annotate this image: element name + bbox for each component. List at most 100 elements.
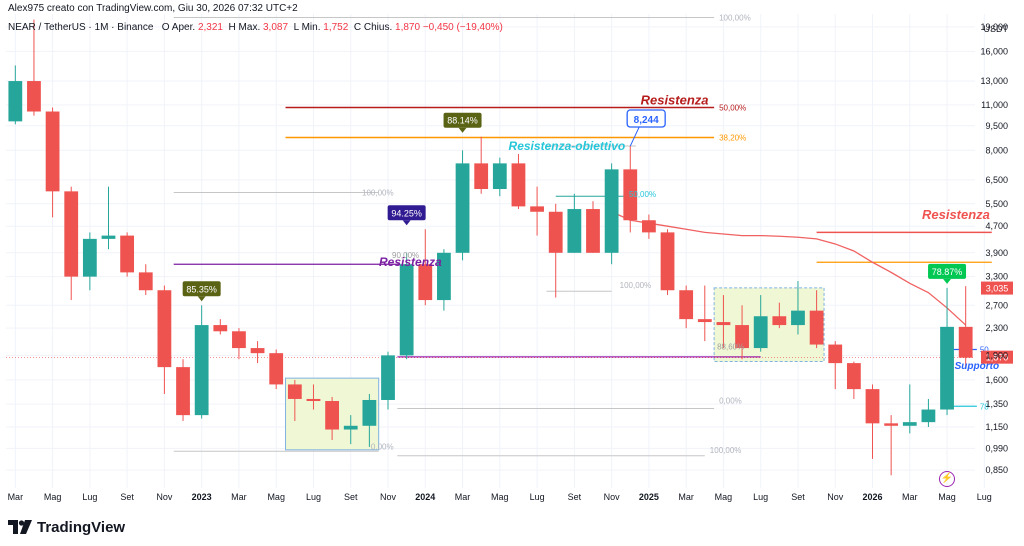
candle-body <box>921 409 936 423</box>
candle-body <box>418 264 433 301</box>
candlesticks <box>8 19 973 476</box>
x-tick-label: Lug <box>306 492 321 502</box>
candle-body <box>846 363 861 390</box>
ma-line <box>611 211 967 326</box>
x-tick-label: Nov <box>380 492 397 502</box>
candle-body <box>250 348 265 354</box>
symbol-name[interactable]: NEAR / TetherUS · 1M · Binance <box>8 22 154 33</box>
x-tick-label: Lug <box>82 492 97 502</box>
candle-body <box>828 344 843 364</box>
candle-body <box>641 220 656 233</box>
range-box-2025 <box>713 287 825 363</box>
x-tick-label: Mar <box>231 492 247 502</box>
y-tick-label: 16,000 <box>980 46 1008 56</box>
pct-9425-badge: 94.25% <box>391 208 422 218</box>
candle-body <box>809 310 824 345</box>
close-text: Chius. <box>363 22 393 33</box>
x-tick-label: 2025 <box>639 492 659 502</box>
resistenza-top-label: Resistenza <box>641 92 709 107</box>
pct-8814-badge-pointer <box>458 127 467 133</box>
x-tick-label: Set <box>344 492 358 502</box>
open-label: O <box>161 22 170 33</box>
drawing-overlay: Resistenza 50,00% 38,20% 100,00% 100,00% 0,00… <box>182 13 1013 455</box>
candle-body <box>138 272 153 291</box>
candle-body <box>716 322 731 326</box>
x-tick-label: Set <box>120 492 134 502</box>
candle-body <box>604 169 619 253</box>
x-tick-label: Set <box>568 492 582 502</box>
supporto-label: Supporto <box>955 361 999 372</box>
candle-body <box>530 206 544 212</box>
x-tick-label: 2026 <box>862 492 882 502</box>
y-tick-label: 9,500 <box>985 121 1008 131</box>
pct-9425-badge-box <box>387 205 426 221</box>
pct-8535-badge-box <box>182 281 221 297</box>
candle-body <box>735 325 749 349</box>
x-tick-label: Mar <box>455 492 471 502</box>
chart-credit: Alex975 creato con TradingView.com, Giu … <box>8 3 298 14</box>
candle-body <box>194 325 209 416</box>
current-price-label: 1,870 <box>986 353 1009 363</box>
lightning-icon[interactable]: ⚡ <box>939 471 955 487</box>
candle-body <box>325 401 340 430</box>
x-tick-label: Mag <box>715 492 733 502</box>
high-price-label-tag <box>981 281 1013 295</box>
candle-body <box>213 325 228 332</box>
gridlines <box>6 14 985 488</box>
symbol-legend: NEAR / TetherUS · 1M · Binance O Aper. 2… <box>8 22 503 33</box>
candle-body <box>567 209 582 253</box>
callout-8244-text: 8,244 <box>634 115 659 126</box>
x-tick-label: Mar <box>678 492 694 502</box>
right-78-label: 78 <box>980 402 989 411</box>
open-value: 2,321 <box>197 22 223 33</box>
pct-8535-badge: 85.35% <box>186 284 217 294</box>
candle-body <box>455 163 470 253</box>
y-tick-label: 4,700 <box>985 221 1008 231</box>
y-tick-label: 2,700 <box>985 300 1008 310</box>
time-axis: Mar Mag Lug Set Nov 2023 Mar Mag Lug Set Nov 2024 Ma… <box>8 492 992 502</box>
drawing-shapes <box>6 16 992 457</box>
y-tick-label: 3,300 <box>985 272 1008 282</box>
candle-body <box>791 310 805 326</box>
candle-body <box>437 252 451 301</box>
candle-body <box>474 163 489 189</box>
candle-body <box>176 367 190 416</box>
candle-body <box>232 331 246 349</box>
resistenza-right-label: Resistenza <box>922 207 990 222</box>
y-tick-label: 1,600 <box>985 375 1008 385</box>
low-text: Min. <box>301 22 321 33</box>
x-tick-label: 2024 <box>415 492 435 502</box>
y-tick-label: 1,900 <box>985 350 1008 360</box>
current-price-label-tag <box>981 350 1013 364</box>
x-tick-label: Lug <box>977 492 992 502</box>
y-tick-label: 5,500 <box>985 199 1008 209</box>
callout-8244-box <box>626 109 666 128</box>
candle-body <box>101 235 116 239</box>
y-tick-label: 19,000 <box>980 22 1008 32</box>
fib-382-label: 38,20% <box>719 134 746 143</box>
low-value: 1,752 <box>323 22 349 33</box>
x-tick-label: Mar <box>8 492 24 502</box>
x-tick-label: Mag <box>938 492 956 502</box>
y-tick-label: 1,150 <box>985 422 1008 432</box>
y-tick-label: 8,000 <box>985 145 1008 155</box>
x-tick-label: Mag <box>44 492 62 502</box>
candle-body <box>27 81 41 112</box>
candle-body <box>381 355 395 400</box>
y-tick-label: 0,990 <box>985 443 1008 453</box>
fib-100-bottom-label: 100,00% <box>710 446 742 455</box>
candle-body <box>586 209 600 253</box>
candle-body <box>64 191 79 277</box>
x-tick-label: Set <box>791 492 805 502</box>
candle-body <box>492 163 507 189</box>
open-text: Aper. <box>171 22 196 33</box>
x-tick-label: Nov <box>156 492 173 502</box>
candle-body <box>45 111 60 192</box>
pct-7887-badge-pointer <box>943 278 952 284</box>
pct-8814-badge-box <box>443 112 482 128</box>
x-tick-label: Nov <box>604 492 621 502</box>
x-tick-label: Lug <box>753 492 768 502</box>
candle-body <box>902 422 917 426</box>
y-tick-label: 0,850 <box>985 465 1008 475</box>
